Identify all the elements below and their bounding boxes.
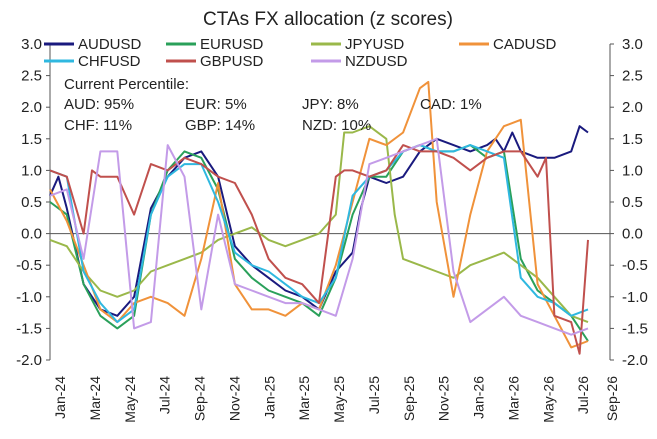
x-tick-label: Jul-24 [157, 376, 173, 414]
series-layer [49, 80, 589, 355]
x-tick-label: Mar-24 [87, 376, 103, 421]
legend-label-audusd: AUDUSD [78, 36, 142, 53]
y-tick-label-right: 0.0 [622, 226, 643, 243]
y-tick-label-right: -1.5 [622, 320, 648, 337]
annotation-item: GBP: 14% [185, 117, 255, 134]
x-tick-label: Sep-24 [192, 376, 208, 421]
x-tick-label: Jul-26 [575, 376, 591, 414]
y-tick-label-left: 1.5 [21, 131, 42, 148]
axes: 3.0 2.5 2.0 1.5 1.0 0.5 0.0 -0.5 -1.0 -1.5 -2.0 3.0… [16, 36, 648, 423]
annotation-item: CAD: 1% [420, 96, 482, 113]
percentile-annotation: Current Percentile: AUD: 95% EUR: 5% JPY: 8… [64, 76, 482, 134]
y-tick-label-left: 3.0 [21, 36, 42, 53]
annotation-item: AUD: 95% [64, 96, 134, 113]
y-tick-label-left: 2.5 [21, 68, 42, 85]
x-tick-label: Sep-26 [604, 376, 620, 421]
chart-title: CTAs FX allocation (z scores) [203, 9, 453, 30]
y-tick-label-right: 0.5 [622, 194, 643, 211]
series-line-nzdusd [49, 137, 589, 336]
legend-label-cadusd: CADUSD [493, 36, 557, 53]
legend-label-chfusd: CHFUSD [78, 53, 141, 70]
x-tick-label: Jul-25 [366, 376, 382, 414]
y-tick-label-right: 2.5 [622, 68, 643, 85]
series-line-jpyusd [49, 125, 589, 324]
y-tick-label-right: 3.0 [622, 36, 643, 53]
legend-label-eurusd: EURUSD [200, 36, 264, 53]
y-tick-label-left: 2.0 [21, 99, 42, 116]
series-line-gbpusd [49, 144, 589, 355]
x-tick-label: Nov-25 [436, 376, 452, 421]
y-tick-label-left: -2.0 [16, 352, 42, 369]
y-tick-label-right: 2.0 [622, 99, 643, 116]
annotation-item: JPY: 8% [302, 96, 359, 113]
x-tick-label: Jan-25 [261, 376, 277, 419]
x-tick-label: May-24 [122, 376, 138, 423]
y-tick-label-left: 0.0 [21, 226, 42, 243]
y-tick-label-right: -0.5 [622, 257, 648, 274]
x-tick-label: Jan-26 [471, 376, 487, 419]
y-tick-label-right: 1.0 [622, 162, 643, 179]
y-tick-label-left: -1.0 [16, 289, 42, 306]
x-tick-label: Mar-25 [296, 376, 312, 421]
y-tick-label-right: -1.0 [622, 289, 648, 306]
y-tick-label-left: 0.5 [21, 194, 42, 211]
x-tick-label: Jan-24 [52, 376, 68, 419]
x-tick-label: May-25 [331, 376, 347, 423]
legend-label-gbpusd: GBPUSD [200, 53, 264, 70]
annotation-item: EUR: 5% [185, 96, 247, 113]
annotation-heading: Current Percentile: [64, 76, 189, 93]
legend-label-jpyusd: JPYUSD [345, 36, 404, 53]
series-line-audusd [49, 125, 589, 317]
x-tick-label: Sep-25 [401, 376, 417, 421]
y-tick-label-left: 1.0 [21, 162, 42, 179]
x-tick-label: Mar-26 [505, 376, 521, 421]
x-tick-label: Nov-24 [226, 376, 242, 421]
annotation-item: CHF: 11% [64, 117, 132, 134]
legend-label-nzdusd: NZDUSD [345, 53, 408, 70]
x-tick-label: May-26 [540, 376, 556, 423]
legend: AUDUSD EURUSD JPYUSD CADUSD CHFUSD GBPUSD NZDU… [44, 36, 557, 70]
y-tick-label-right: -2.0 [622, 352, 648, 369]
y-tick-label-right: 1.5 [622, 131, 643, 148]
y-tick-label-left: -0.5 [16, 257, 42, 274]
series-line-cadusd [49, 80, 589, 349]
annotation-item: NZD: 10% [302, 117, 371, 134]
y-tick-label-left: -1.5 [16, 320, 42, 337]
